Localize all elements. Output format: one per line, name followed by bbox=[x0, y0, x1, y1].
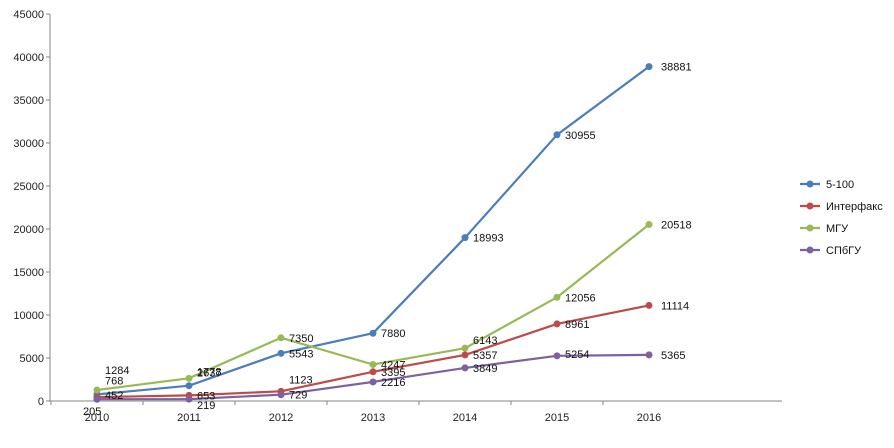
data-point bbox=[553, 293, 561, 301]
y-tick-label: 0 bbox=[38, 396, 44, 408]
data-label: 7350 bbox=[289, 333, 313, 345]
series-points bbox=[93, 63, 653, 403]
y-tick-label: 40000 bbox=[13, 52, 44, 64]
data-point bbox=[277, 391, 285, 399]
data-label: 12056 bbox=[565, 292, 596, 304]
data-point bbox=[461, 351, 469, 359]
data-label: 1778 bbox=[197, 367, 221, 379]
data-label: 5357 bbox=[473, 350, 497, 362]
data-labels: 768 1778 5543 7880 18993 30955 38881 452 653 1123… bbox=[83, 62, 692, 419]
legend-marker bbox=[806, 246, 814, 254]
data-point bbox=[645, 301, 653, 309]
data-point bbox=[369, 360, 377, 368]
y-tick-label: 25000 bbox=[13, 181, 44, 193]
data-point bbox=[93, 386, 101, 394]
data-point bbox=[185, 382, 193, 390]
legend: 5-100 Интерфакс МГУ СПбГУ bbox=[800, 179, 883, 257]
y-tick-label: 35000 bbox=[13, 95, 44, 107]
data-point bbox=[553, 352, 561, 360]
y-tick-label: 30000 bbox=[13, 138, 44, 150]
data-label: 5365 bbox=[661, 350, 685, 362]
data-label: 205 bbox=[83, 406, 101, 418]
x-tick-label: 2016 bbox=[637, 412, 661, 424]
data-label: 8961 bbox=[565, 319, 589, 331]
data-point bbox=[185, 374, 193, 382]
data-label: 5254 bbox=[565, 349, 589, 361]
data-label: 7880 bbox=[381, 328, 405, 340]
legend-label: 5-100 bbox=[826, 179, 854, 191]
data-label: 38881 bbox=[661, 62, 692, 74]
legend-label: СПбГУ bbox=[826, 245, 862, 257]
tick-labels: 0 5000 10000 15000 20000 25000 30000 35000 40000… bbox=[13, 9, 661, 424]
data-point bbox=[461, 234, 469, 242]
data-point bbox=[369, 368, 377, 376]
data-point bbox=[461, 344, 469, 352]
data-point bbox=[461, 364, 469, 372]
data-point bbox=[277, 349, 285, 357]
y-tick-label: 15000 bbox=[13, 267, 44, 279]
data-point bbox=[553, 320, 561, 328]
axes bbox=[46, 13, 782, 405]
data-point bbox=[369, 329, 377, 337]
data-label: 1284 bbox=[105, 365, 129, 377]
y-tick-label: 20000 bbox=[13, 224, 44, 236]
data-label: 2637 bbox=[197, 367, 221, 379]
data-label: 5543 bbox=[289, 348, 313, 360]
legend-marker bbox=[806, 202, 814, 210]
data-label: 20518 bbox=[661, 220, 692, 232]
data-label: 219 bbox=[197, 400, 215, 412]
x-tick-label: 2013 bbox=[361, 412, 385, 424]
data-point bbox=[645, 351, 653, 359]
data-point bbox=[93, 395, 101, 403]
data-label: 768 bbox=[105, 375, 123, 387]
x-tick-label: 2010 bbox=[85, 412, 109, 424]
data-label: 653 bbox=[197, 390, 215, 402]
y-tick-label: 10000 bbox=[13, 310, 44, 322]
data-point bbox=[645, 63, 653, 71]
data-label: 2216 bbox=[381, 377, 405, 389]
legend-label: Интерфакс bbox=[826, 201, 883, 213]
legend-marker bbox=[806, 180, 814, 188]
data-label: 3849 bbox=[473, 363, 497, 375]
series-line-1 bbox=[96, 65, 650, 396]
legend-marker bbox=[806, 224, 814, 232]
data-label: 11114 bbox=[661, 300, 689, 312]
data-label: 4247 bbox=[381, 359, 405, 371]
data-point bbox=[277, 334, 285, 342]
x-tick-label: 2014 bbox=[453, 412, 477, 424]
x-tick-label: 2011 bbox=[177, 412, 201, 424]
legend-label: МГУ bbox=[826, 223, 849, 235]
data-point bbox=[185, 395, 193, 403]
x-tick-label: 2012 bbox=[269, 412, 293, 424]
data-label: 18993 bbox=[473, 233, 504, 245]
y-tick-label: 5000 bbox=[20, 353, 44, 365]
x-tick-label: 2015 bbox=[545, 412, 569, 424]
data-label: 729 bbox=[289, 390, 307, 402]
data-label: 3395 bbox=[381, 367, 405, 379]
data-label: 452 bbox=[105, 390, 123, 402]
data-label: 1123 bbox=[289, 374, 313, 386]
data-label: 6143 bbox=[473, 335, 497, 347]
data-point bbox=[553, 131, 561, 139]
data-point bbox=[369, 378, 377, 386]
data-point bbox=[645, 221, 653, 229]
y-tick-label: 45000 bbox=[13, 9, 44, 21]
data-label: 30955 bbox=[565, 130, 596, 142]
